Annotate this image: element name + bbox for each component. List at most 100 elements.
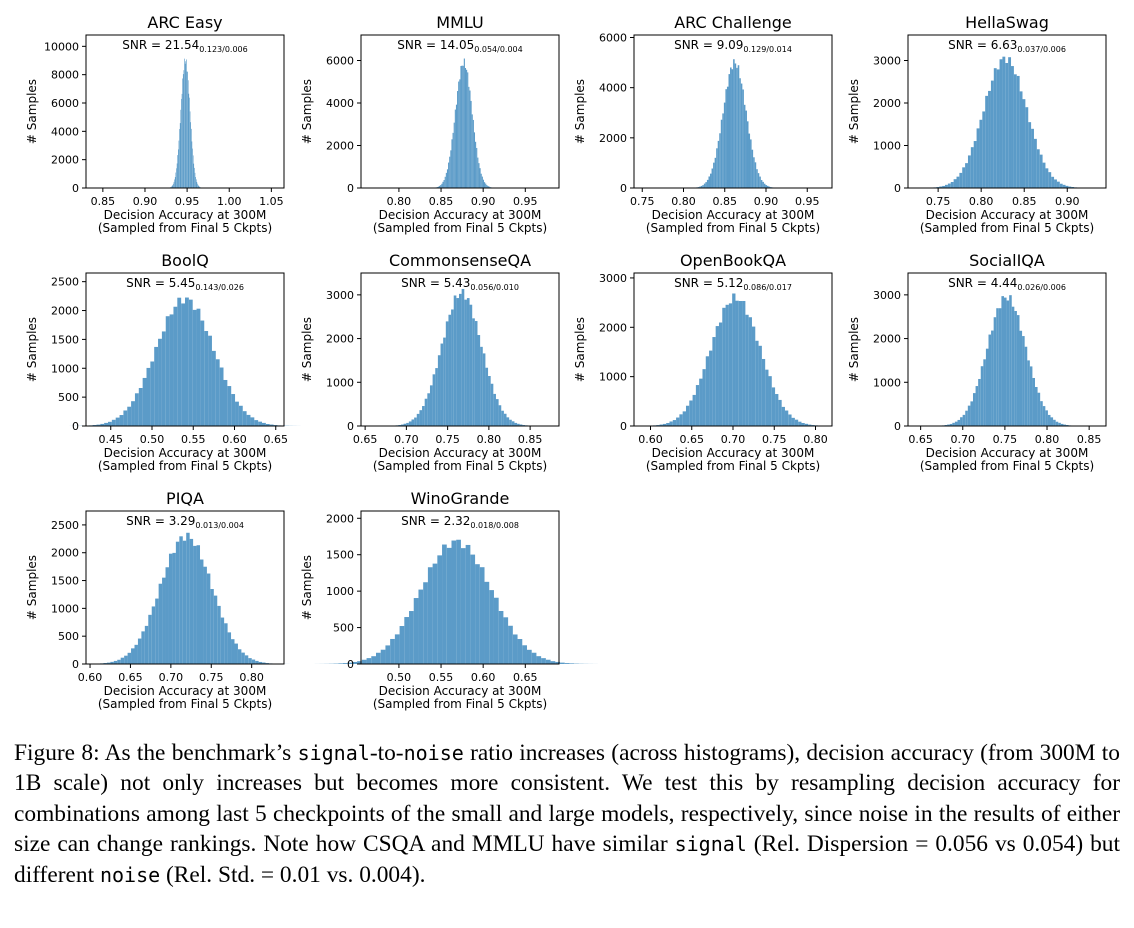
histogram-bar <box>357 661 362 664</box>
histogram-bar <box>957 419 961 426</box>
histogram-bar <box>466 298 470 426</box>
histogram-bar <box>975 386 979 426</box>
histogram-bar <box>737 65 740 188</box>
histogram-bar <box>144 625 149 664</box>
histogram-bar <box>980 366 984 426</box>
y-tick-label: 2000 <box>326 512 354 525</box>
histogram-bar <box>719 133 721 188</box>
histogram-bar <box>231 394 236 426</box>
histogram-bar <box>472 318 475 426</box>
histogram-bar <box>487 185 489 188</box>
histogram-bar <box>489 590 494 664</box>
histogram-bar <box>409 611 414 664</box>
histogram-bar <box>461 288 465 426</box>
axes-frame <box>360 272 560 427</box>
histogram-bar <box>762 181 764 188</box>
histogram-bar <box>198 185 200 188</box>
caption-part: -to- <box>369 740 404 766</box>
y-axis-label: # Samples <box>300 555 314 620</box>
histogram-bar <box>231 639 235 664</box>
histogram-bar <box>246 414 251 426</box>
histogram-bar <box>192 309 197 426</box>
x-tick-label: 0.80 <box>477 433 502 446</box>
histogram-panel: 0.80 0.85 0.90 0.95 0 2000 4000 6000 MMLU SNR = 1… <box>300 13 560 235</box>
histogram-bar <box>191 141 193 188</box>
caption-part: (Rel. Dispersion = 0.056 vs 0.054) but d… <box>14 831 1120 888</box>
histogram-bar <box>469 304 473 426</box>
panel-title: CommonsenseQA <box>389 251 531 270</box>
histogram-bar <box>722 113 724 188</box>
histogram-bar <box>469 90 471 188</box>
histogram-bar <box>739 78 741 188</box>
x-tick-label: 0.80 <box>671 195 696 208</box>
histogram-bar <box>437 555 443 664</box>
x-tick-label: 0.60 <box>78 671 103 684</box>
histogram-panel: 0.50 0.55 0.60 0.65 0 500 1000 1500 2000 WinoGran… <box>300 489 598 711</box>
histogram-bar <box>178 149 179 188</box>
x-tick-label: 0.70 <box>159 671 184 684</box>
histogram-bar <box>967 155 971 188</box>
histogram-bar <box>962 167 966 188</box>
y-tick-label: 500 <box>58 630 79 643</box>
panel-title: ARC Challenge <box>674 13 792 32</box>
histogram-bar <box>451 139 453 188</box>
histogram-bar <box>506 417 510 426</box>
histogram-bar <box>1016 75 1020 188</box>
histogram-bar <box>468 86 470 188</box>
histogram-bar <box>996 308 999 426</box>
histogram-bar <box>560 662 565 664</box>
x-axis-label: Decision Accuracy at 300M <box>926 208 1089 222</box>
histogram-bar <box>429 385 433 426</box>
histogram-bar <box>1013 74 1017 188</box>
y-axis-label: # Samples <box>847 79 861 144</box>
histogram-panel: 0.75 0.80 0.85 0.90 0.95 0 2000 4000 6000 ARC Cha… <box>573 13 833 235</box>
histogram-bar <box>211 350 216 426</box>
histogram-bar <box>666 422 670 426</box>
histogram-bar <box>120 657 125 664</box>
histogram-bar <box>137 638 142 664</box>
x-axis-sublabel: (Sampled from Final 5 Ckpts) <box>646 459 820 473</box>
histogram-panel: 0.85 0.90 0.95 1.00 1.05 0 2000 4000 6000 8000 100… <box>25 13 285 235</box>
x-tick-label: 0.80 <box>1035 433 1060 446</box>
y-tick-label: 500 <box>58 391 79 404</box>
histogram-bar <box>458 81 460 188</box>
histogram-bar <box>734 63 737 188</box>
histogram-bar <box>743 104 746 188</box>
x-axis-label: Decision Accuracy at 300M <box>652 208 815 222</box>
histogram-bar <box>187 80 189 188</box>
histogram-bar <box>745 314 749 426</box>
histogram-bar <box>185 61 187 188</box>
histogram-bar <box>342 663 348 664</box>
histogram-bar <box>1056 181 1060 188</box>
histogram-bar <box>269 424 274 426</box>
x-tick-label: 0.70 <box>721 433 746 446</box>
x-tick-label: 0.90 <box>133 195 158 208</box>
y-tick-label: 1500 <box>51 333 79 346</box>
histogram-bar <box>462 65 464 188</box>
x-tick-label: 0.75 <box>926 195 951 208</box>
histogram-bar <box>1048 172 1052 188</box>
histogram-bar <box>531 652 537 664</box>
histogram-bar <box>172 552 176 664</box>
histogram-bar <box>200 320 205 426</box>
histogram-bar <box>555 661 561 664</box>
histogram-bar <box>1028 122 1032 188</box>
x-axis-label: Decision Accuracy at 300M <box>379 684 542 698</box>
histogram-bar <box>192 155 194 188</box>
histogram-bar <box>141 631 145 664</box>
x-axis-sublabel: (Sampled from Final 5 Ckpts) <box>646 221 820 235</box>
x-tick-label: 0.85 <box>1077 433 1102 446</box>
histogram-bar <box>965 410 968 426</box>
y-tick-label: 1000 <box>51 362 79 375</box>
histogram-bar <box>962 414 966 426</box>
histogram-bar <box>465 544 471 664</box>
histogram-bar <box>569 663 575 664</box>
histogram-bar <box>196 308 201 426</box>
histogram-bar <box>197 183 198 188</box>
histogram-bar <box>168 553 173 664</box>
histogram-bar <box>735 300 739 426</box>
histogram-bar <box>466 69 468 188</box>
histogram-bar <box>1065 185 1069 188</box>
x-axis-label: Decision Accuracy at 300M <box>104 684 267 698</box>
histogram-bar <box>234 643 238 664</box>
